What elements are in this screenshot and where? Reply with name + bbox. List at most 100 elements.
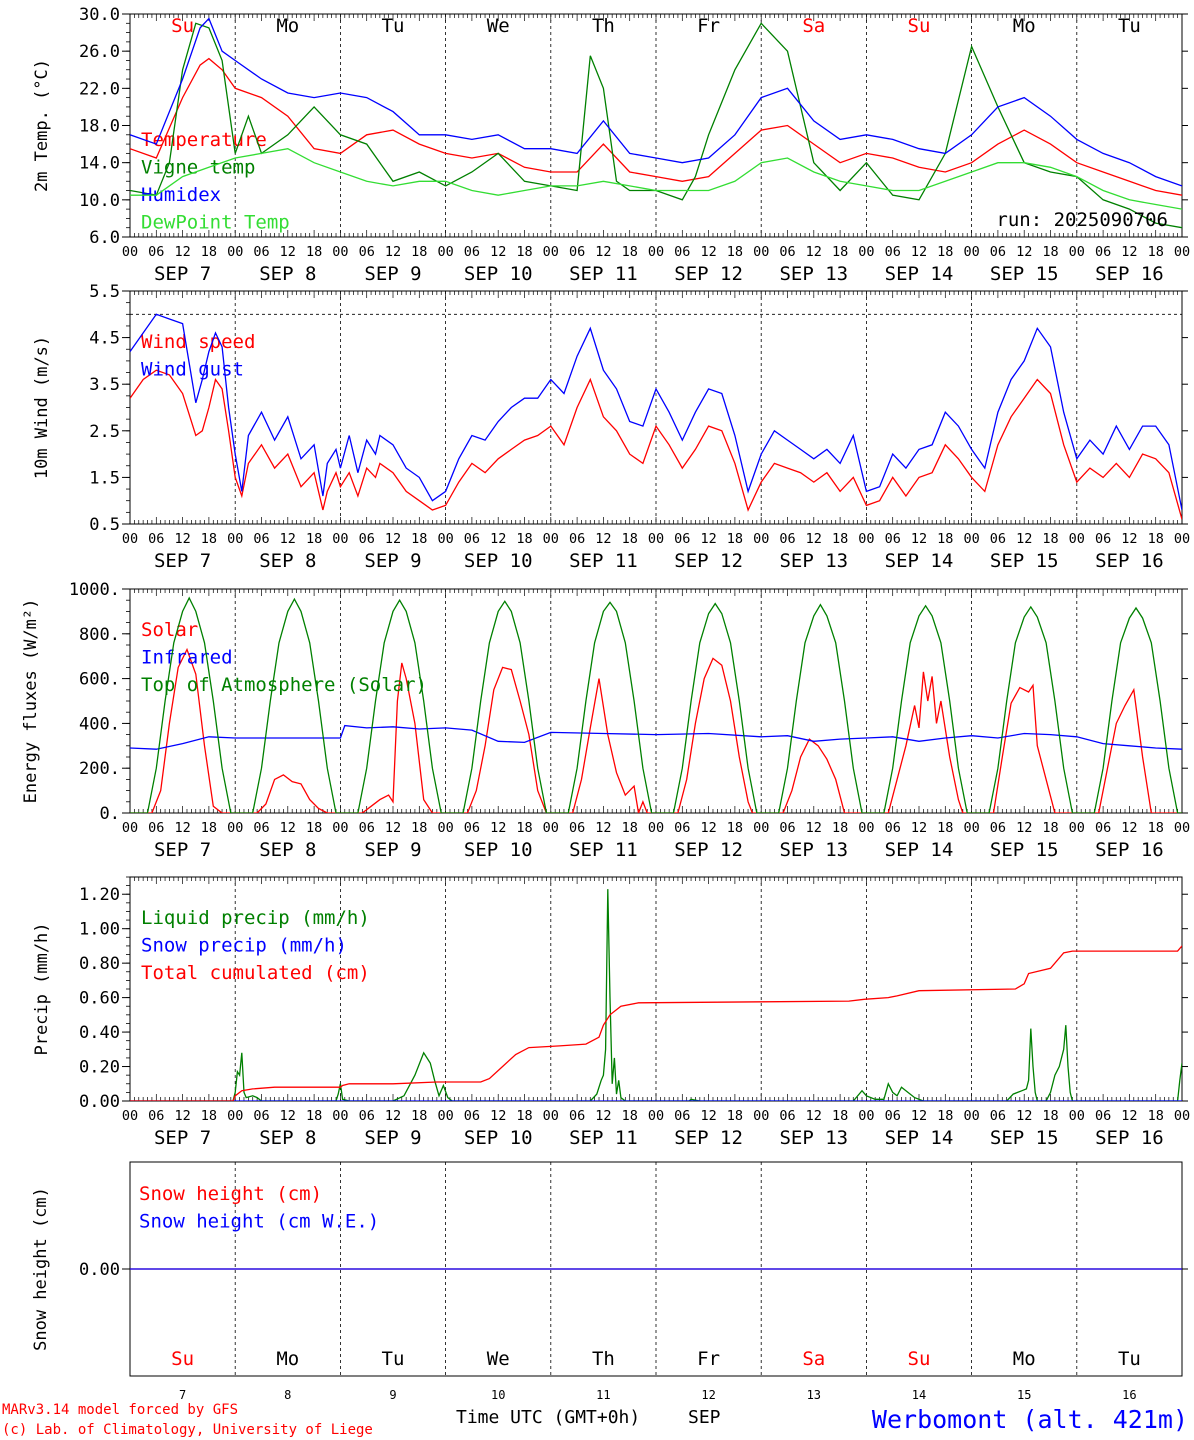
date-label: SEP 7 (154, 839, 211, 861)
hour-tick-label: 12 (1016, 531, 1032, 547)
day-label: Su (171, 15, 194, 37)
y-axis-label: Precip (mm/h) (32, 922, 52, 1055)
series-line-solar (130, 647, 1182, 813)
legend-entry: Snow height (cm W.E.) (139, 1211, 379, 1233)
hour-tick-label: 06 (779, 820, 795, 836)
hour-tick-label: 18 (937, 244, 953, 260)
date-label: SEP 13 (779, 839, 848, 861)
hour-tick-label: 06 (359, 244, 375, 260)
hour-tick-label: 06 (253, 820, 269, 836)
date-label: SEP 9 (364, 1127, 421, 1149)
hour-tick-label: 00 (122, 531, 138, 547)
hour-tick-label: 18 (201, 244, 217, 260)
hour-tick-label: 12 (280, 820, 296, 836)
hour-tick-label: 06 (885, 244, 901, 260)
hour-tick-label: 12 (385, 1108, 401, 1124)
footer: MARv3.14 model forced by GFS (c) Lab. of… (2, 1402, 1188, 1438)
energy-flux-panel: 0. 200. 400. 600. 800. 1000. Energy fluxes (W/… (21, 580, 1190, 861)
hour-tick-label: 06 (990, 531, 1006, 547)
date-label: SEP 9 (364, 839, 421, 861)
hour-tick-label: 12 (280, 1108, 296, 1124)
hour-tick-label: 00 (332, 820, 348, 836)
hour-tick-label: 00 (1174, 531, 1190, 547)
y-tick-label: 200. (79, 759, 120, 779)
y-tick-label: 0.20 (79, 1058, 120, 1078)
hour-tick-label: 12 (174, 244, 190, 260)
date-label: SEP 13 (779, 263, 848, 285)
wind-panel: 0.5 1.5 2.5 3.5 4.5 5.5 10m Wind (m/s) Wind spe… (32, 282, 1190, 572)
hour-tick-label: 18 (201, 531, 217, 547)
hour-tick-label: 12 (806, 531, 822, 547)
y-tick-label: 4.5 (89, 329, 120, 349)
date-label: SEP 16 (1095, 839, 1164, 861)
y-tick-label: 26.0 (79, 42, 120, 62)
hour-tick-label: 06 (674, 820, 690, 836)
series-line-top-of-atmosphere-solar (130, 596, 1182, 813)
hour-tick-label: 06 (148, 531, 164, 547)
hour-tick-label: 18 (201, 820, 217, 836)
snow-height-panel: 0.00 Snow height (cm) Snow height (cm) Snow… (31, 1161, 1188, 1402)
date-label: SEP 14 (885, 263, 954, 285)
day-number: 7 (179, 1388, 186, 1402)
hour-tick-label: 18 (306, 531, 322, 547)
y-tick-label: 5.5 (89, 282, 120, 302)
y-tick-label: 0.5 (89, 515, 120, 535)
day-label: Sa (802, 15, 825, 37)
date-label: SEP 10 (464, 550, 533, 572)
hour-tick-label: 00 (1174, 244, 1190, 260)
hour-tick-label: 12 (911, 244, 927, 260)
hour-tick-label: 18 (832, 244, 848, 260)
hour-tick-label: 12 (911, 531, 927, 547)
day-label: Fr (697, 15, 720, 37)
hour-tick-label: 18 (516, 1108, 532, 1124)
series-line-temperature (130, 57, 1182, 196)
legend-entry: Humidex (141, 184, 221, 206)
hour-tick-label: 12 (806, 244, 822, 260)
y-tick-label: 1.00 (79, 920, 120, 940)
copyright-credit: (c) Lab. of Climatology, University of L… (2, 1422, 373, 1438)
legend-entry: Wind gust (141, 359, 244, 381)
hour-tick-label: 18 (411, 1108, 427, 1124)
hour-tick-label: 12 (174, 531, 190, 547)
date-label: SEP 11 (569, 839, 638, 861)
hour-tick-label: 18 (1042, 820, 1058, 836)
hour-tick-label: 06 (148, 820, 164, 836)
hour-tick-label: 18 (1042, 531, 1058, 547)
date-label: SEP 15 (990, 263, 1059, 285)
series-line-dewpoint-temp (130, 148, 1182, 210)
y-tick-label: 0.00 (79, 1260, 120, 1280)
hour-tick-label: 18 (727, 531, 743, 547)
day-number: 15 (1017, 1388, 1031, 1402)
y-tick-label: 0.80 (79, 954, 120, 974)
hour-tick-label: 06 (779, 244, 795, 260)
hour-tick-label: 18 (937, 1108, 953, 1124)
hour-tick-label: 06 (569, 820, 585, 836)
y-tick-label: 1000. (69, 580, 120, 600)
y-axis-label: Energy fluxes (W/m²) (21, 599, 41, 804)
hour-tick-label: 00 (122, 820, 138, 836)
hour-tick-label: 12 (1121, 244, 1137, 260)
y-tick-label: 0.60 (79, 989, 120, 1009)
y-tick-label: 1.20 (79, 885, 120, 905)
hour-tick-label: 00 (1174, 820, 1190, 836)
hour-tick-label: 06 (464, 1108, 480, 1124)
hour-tick-label: 06 (464, 820, 480, 836)
date-label: SEP 16 (1095, 1127, 1164, 1149)
hour-tick-label: 18 (1148, 531, 1164, 547)
y-tick-label: 0.00 (79, 1092, 120, 1112)
hour-tick-label: 06 (674, 244, 690, 260)
hour-tick-label: 18 (622, 820, 638, 836)
hour-tick-label: 06 (1095, 531, 1111, 547)
day-label: Tu (1118, 1348, 1141, 1370)
hour-tick-label: 00 (437, 820, 453, 836)
day-number: 13 (807, 1388, 821, 1402)
hour-tick-label: 12 (385, 244, 401, 260)
station-name: Werbomont (alt. 421m) (872, 1405, 1188, 1434)
hour-tick-label: 00 (858, 1108, 874, 1124)
date-label: SEP 7 (154, 1127, 211, 1149)
hour-tick-label: 12 (1016, 820, 1032, 836)
hour-tick-label: 18 (937, 531, 953, 547)
hour-tick-label: 12 (1016, 1108, 1032, 1124)
hour-tick-label: 06 (1095, 244, 1111, 260)
hour-tick-label: 06 (674, 531, 690, 547)
